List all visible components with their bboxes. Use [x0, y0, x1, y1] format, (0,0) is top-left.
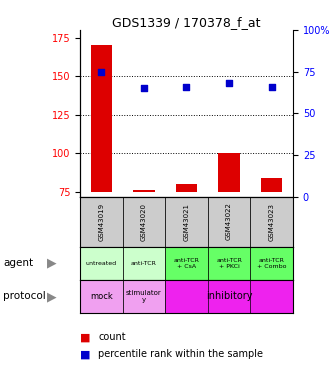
- Bar: [218, 153, 240, 192]
- Text: GSM43023: GSM43023: [269, 202, 275, 240]
- Point: [141, 85, 147, 91]
- Point: [226, 80, 232, 86]
- Bar: [123, 246, 165, 280]
- Text: inhibitory: inhibitory: [206, 291, 252, 302]
- Bar: [123, 196, 165, 246]
- Text: ■: ■: [80, 333, 91, 342]
- Bar: [208, 246, 250, 280]
- Text: anti-TCR
+ CsA: anti-TCR + CsA: [173, 258, 199, 268]
- Bar: [165, 196, 208, 246]
- Bar: [165, 280, 293, 313]
- Text: GSM43022: GSM43022: [226, 202, 232, 240]
- Point: [99, 69, 104, 75]
- Text: stimulator
y: stimulator y: [126, 290, 162, 303]
- Bar: [133, 190, 155, 192]
- Text: ▶: ▶: [47, 256, 56, 270]
- Text: GSM43021: GSM43021: [183, 202, 189, 240]
- Text: ▶: ▶: [47, 290, 56, 303]
- Text: percentile rank within the sample: percentile rank within the sample: [98, 350, 263, 359]
- Point: [184, 84, 189, 90]
- Text: mock: mock: [90, 292, 113, 301]
- Bar: [165, 246, 208, 280]
- Bar: [80, 196, 123, 246]
- Bar: [250, 196, 293, 246]
- Text: GSM43020: GSM43020: [141, 202, 147, 240]
- Bar: [80, 246, 123, 280]
- Bar: [91, 45, 112, 192]
- Text: anti-TCR
+ Combo: anti-TCR + Combo: [257, 258, 286, 268]
- Text: anti-TCR
+ PKCi: anti-TCR + PKCi: [216, 258, 242, 268]
- Bar: [80, 280, 123, 313]
- Title: GDS1339 / 170378_f_at: GDS1339 / 170378_f_at: [112, 16, 261, 29]
- Text: GSM43019: GSM43019: [98, 202, 104, 241]
- Text: count: count: [98, 333, 126, 342]
- Text: ■: ■: [80, 350, 91, 359]
- Text: untreated: untreated: [86, 261, 117, 266]
- Bar: [208, 196, 250, 246]
- Text: agent: agent: [3, 258, 33, 268]
- Text: protocol: protocol: [3, 291, 46, 302]
- Text: anti-TCR: anti-TCR: [131, 261, 157, 266]
- Point: [269, 84, 274, 90]
- Bar: [261, 178, 282, 192]
- Bar: [123, 280, 165, 313]
- Bar: [250, 246, 293, 280]
- Bar: [176, 184, 197, 192]
